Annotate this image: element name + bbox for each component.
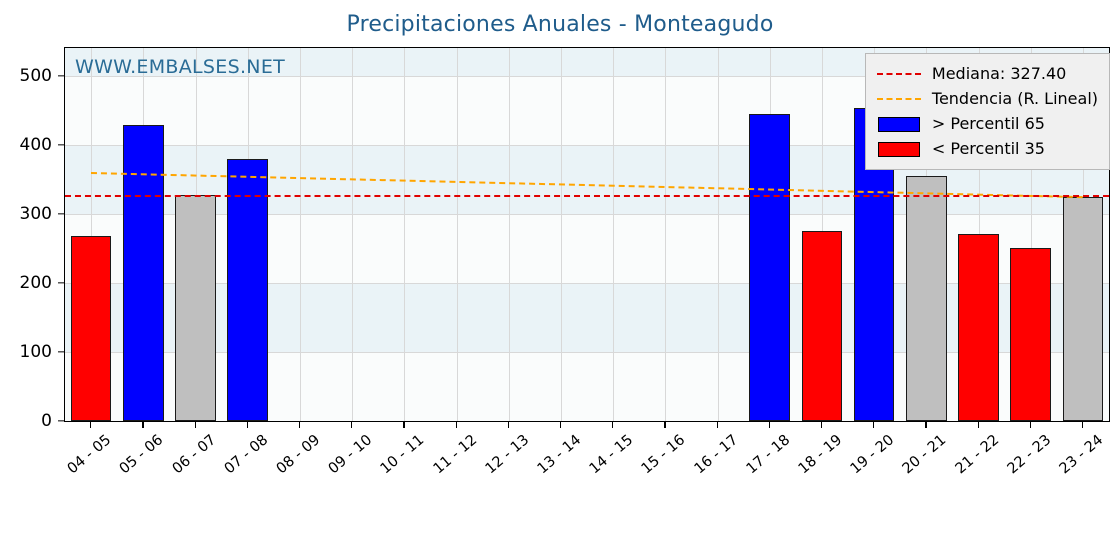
bar-22-23[interactable] <box>1010 248 1052 421</box>
bar-04-05[interactable] <box>70 235 112 421</box>
gridline-vertical <box>560 48 562 421</box>
x-tick-mark <box>90 422 92 428</box>
x-tick-label: 05 - 06 <box>116 432 167 478</box>
x-tick-mark <box>925 422 927 428</box>
y-tick-label: 400 <box>19 134 52 155</box>
x-tick-mark <box>1081 422 1084 428</box>
x-tick-mark <box>351 422 353 428</box>
x-tick-mark <box>455 422 457 428</box>
legend-item: > Percentil 65 <box>877 111 1098 136</box>
gridline-horizontal <box>65 351 1109 353</box>
x-tick-label: 15 - 16 <box>638 432 689 478</box>
x-tick-label: 19 - 20 <box>847 432 898 478</box>
legend-dash-icon <box>876 90 921 108</box>
gridline-vertical <box>352 48 354 421</box>
chart-legend: Mediana: 327.40 Tendencia (R. Lineal) > Pe… <box>864 53 1110 170</box>
legend-item: < Percentil 35 <box>877 136 1098 161</box>
legend-item: Mediana: 327.40 <box>876 61 1098 86</box>
legend-dash-icon <box>876 65 921 83</box>
chart-figure: Precipitaciones Anuales - Monteagudo WWW… <box>19 12 1110 500</box>
y-tick-label: 0 <box>41 411 52 431</box>
y-tick-label: 500 <box>19 65 52 86</box>
gridline-horizontal <box>65 282 1109 284</box>
bar-07-08[interactable] <box>227 158 269 421</box>
bar-18-19[interactable] <box>801 231 843 421</box>
x-tick-mark <box>1029 422 1031 428</box>
x-tick-label: 08 - 09 <box>273 432 324 478</box>
x-tick-label: 18 - 19 <box>795 432 846 478</box>
bar-21-22[interactable] <box>958 233 999 421</box>
x-tick-mark <box>142 422 144 428</box>
axis-band <box>65 282 1109 352</box>
x-tick-mark <box>298 422 301 428</box>
watermark-text: WWW.EMBALSES.NET <box>75 56 286 78</box>
x-tick-label: 04 - 05 <box>64 432 115 478</box>
bar-23-24[interactable] <box>1062 196 1104 421</box>
gridline-vertical <box>456 48 458 421</box>
x-tick-label: 20 - 21 <box>899 432 950 478</box>
chart-title: Precipitaciones Anuales - Monteagudo <box>346 12 774 37</box>
legend-item: Tendencia (R. Lineal) <box>876 86 1098 111</box>
gridline-vertical <box>613 48 615 421</box>
legend-key-mark <box>876 72 921 75</box>
legend-key-mark <box>877 141 920 157</box>
bar-06-07[interactable] <box>175 195 216 421</box>
x-tick-mark <box>977 422 979 428</box>
legend-label: < Percentil 35 <box>931 139 1045 158</box>
x-tick-label: 22 - 23 <box>1004 432 1054 478</box>
x-tick-label: 09 - 10 <box>325 432 376 478</box>
x-tick-mark <box>194 422 196 428</box>
legend-label: Tendencia (R. Lineal) <box>931 89 1098 108</box>
bar-17-18[interactable] <box>749 114 791 421</box>
x-tick-label: 10 - 11 <box>377 432 428 478</box>
gridline-vertical <box>665 48 667 421</box>
gridline-vertical <box>508 48 510 421</box>
x-tick-label: 21 - 22 <box>952 432 1002 478</box>
x-tick-mark <box>246 422 248 428</box>
x-tick-label: 11 - 12 <box>430 432 480 478</box>
y-tick-label: 200 <box>19 272 52 293</box>
x-tick-label: 14 - 15 <box>586 432 637 478</box>
x-tick-mark <box>768 422 770 428</box>
legend-label: Mediana: 327.40 <box>931 64 1067 83</box>
legend-key-mark <box>877 116 920 132</box>
x-tick-mark <box>559 422 562 428</box>
x-tick-label: 13 - 14 <box>534 432 585 478</box>
gridline-horizontal <box>65 213 1109 215</box>
x-axis: 04 - 05 05 - 06 06 - 07 07 - 08 08 - 09 09 - … <box>64 422 1110 500</box>
bar-05-06[interactable] <box>122 125 164 421</box>
gridline-vertical <box>404 48 406 421</box>
x-tick-mark <box>403 422 405 428</box>
legend-swatch-icon <box>877 115 921 133</box>
x-tick-mark <box>820 422 823 428</box>
x-tick-mark <box>664 422 666 428</box>
gridline-vertical <box>299 48 301 421</box>
legend-label: > Percentil 65 <box>931 114 1045 133</box>
x-tick-mark <box>716 422 718 428</box>
y-tick-label: 300 <box>19 203 52 224</box>
y-tick-label: 100 <box>19 341 52 362</box>
bar-20-21[interactable] <box>905 176 947 421</box>
x-tick-label: 06 - 07 <box>169 432 219 478</box>
x-tick-label: 16 - 17 <box>691 432 741 478</box>
legend-key-mark <box>876 97 921 100</box>
x-tick-label: 12 - 13 <box>482 432 532 478</box>
legend-swatch-icon <box>877 140 921 158</box>
x-tick-mark <box>873 422 875 428</box>
x-tick-mark <box>507 422 509 428</box>
x-tick-mark <box>612 422 614 428</box>
x-tick-label: 17 - 18 <box>743 432 793 478</box>
x-tick-label: 07 - 08 <box>221 432 271 478</box>
median-line <box>65 194 1109 197</box>
x-tick-label: 23 - 24 <box>1056 432 1107 478</box>
gridline-vertical <box>717 48 719 421</box>
